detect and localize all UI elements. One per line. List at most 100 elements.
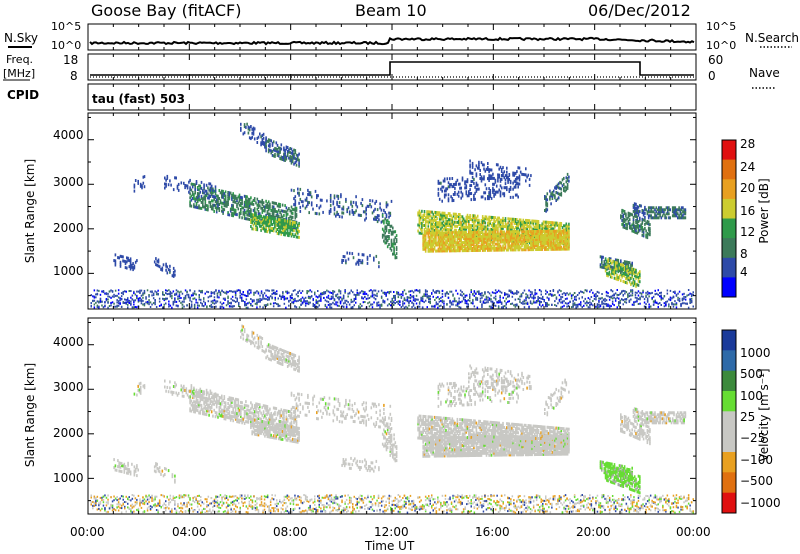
power-cell: [366, 257, 369, 261]
power-cell: [270, 216, 272, 220]
power-cell: [514, 220, 517, 223]
power-cell: [566, 245, 569, 249]
power-cell: [626, 262, 628, 266]
power-cell: [281, 228, 284, 232]
power-cell: [512, 244, 514, 248]
power-cell: [351, 204, 354, 208]
power-cell: [243, 200, 246, 204]
power-cell: [554, 235, 556, 239]
power-cell: [297, 223, 299, 227]
power-cell: [438, 223, 441, 227]
power-cell: [457, 213, 460, 216]
power-cell: [500, 230, 503, 234]
power-cell: [636, 205, 639, 209]
power-cell: [683, 212, 685, 216]
power-cell: [488, 187, 490, 191]
power-cell: [493, 226, 495, 230]
power-ground-cell: [221, 305, 223, 308]
power-cell: [342, 259, 345, 262]
power-cell: [499, 177, 502, 181]
power-cell: [478, 222, 480, 226]
power-cell: [208, 200, 210, 204]
power-cell: [388, 235, 390, 238]
power-cell: [669, 208, 671, 212]
power-cell: [518, 248, 521, 252]
power-cell: [207, 196, 209, 200]
power-cell: [298, 235, 300, 239]
power-cell: [509, 236, 512, 240]
power-cell: [294, 206, 297, 210]
power-cell: [471, 220, 474, 224]
power-cell: [252, 130, 255, 134]
power-cell: [613, 260, 616, 264]
power-cell: [270, 220, 272, 224]
power-cell: [455, 224, 457, 228]
power-ground-cell: [193, 290, 196, 293]
power-cell: [288, 234, 290, 238]
power-cell: [549, 237, 551, 241]
power-ground-cell: [162, 306, 164, 309]
power-cell: [189, 192, 191, 196]
power-cell: [497, 173, 499, 177]
power-cell: [261, 227, 264, 231]
power-cell: [447, 193, 450, 197]
power-cell: [392, 232, 394, 236]
power-cell: [461, 229, 464, 233]
power-cell: [251, 213, 253, 217]
power-cell: [284, 221, 286, 225]
power-cell: [473, 222, 475, 226]
power-cell: [628, 278, 631, 282]
power-cell: [431, 222, 433, 226]
power-cell: [635, 215, 637, 218]
power-cell: [214, 195, 217, 199]
power-ground-cell: [288, 291, 290, 294]
power-cell: [550, 235, 552, 239]
power-ground-cell: [292, 301, 295, 304]
power-cell: [557, 241, 560, 245]
power-cell: [532, 236, 535, 240]
power-cell: [621, 214, 623, 218]
power-cell: [289, 230, 291, 234]
power-cell: [279, 157, 281, 160]
power-cell: [500, 174, 503, 177]
power-cell: [475, 183, 478, 187]
power-cell: [459, 235, 461, 239]
power-cell: [307, 200, 309, 204]
power-ground-cell: [254, 302, 257, 305]
power-ground-cell: [289, 296, 292, 299]
power-cell: [209, 188, 212, 192]
power-cell: [473, 249, 475, 252]
power-cell: [454, 220, 456, 224]
power-cell: [443, 179, 446, 183]
power-cell: [376, 216, 379, 220]
power-cell: [278, 222, 280, 226]
power-cell: [530, 244, 532, 248]
power-cell: [194, 187, 196, 191]
power-ground-cell: [304, 304, 307, 307]
power-ground-cell: [128, 290, 130, 292]
power-cell: [630, 263, 632, 267]
power-cell: [451, 216, 454, 220]
power-cell: [551, 247, 554, 251]
power-cell: [517, 220, 519, 224]
power-cell: [469, 228, 471, 231]
power-cell: [523, 238, 526, 242]
power-cell: [633, 206, 636, 210]
power-cell: [492, 216, 494, 219]
power-cell: [523, 236, 526, 240]
power-cell: [507, 227, 509, 231]
power-cell: [540, 228, 542, 232]
power-cell: [503, 236, 506, 240]
power-cell: [620, 261, 622, 265]
power-cell: [435, 213, 437, 216]
power-cell: [259, 132, 261, 136]
power-ground-cell: [364, 293, 366, 295]
power-cell: [234, 212, 237, 216]
power-cell: [280, 222, 283, 226]
power-ground-cell: [291, 293, 293, 296]
power-cell: [219, 191, 222, 195]
power-cell: [442, 215, 445, 219]
power-cell: [460, 225, 462, 229]
power-ground-cell: [323, 292, 325, 295]
power-cell: [601, 259, 603, 263]
